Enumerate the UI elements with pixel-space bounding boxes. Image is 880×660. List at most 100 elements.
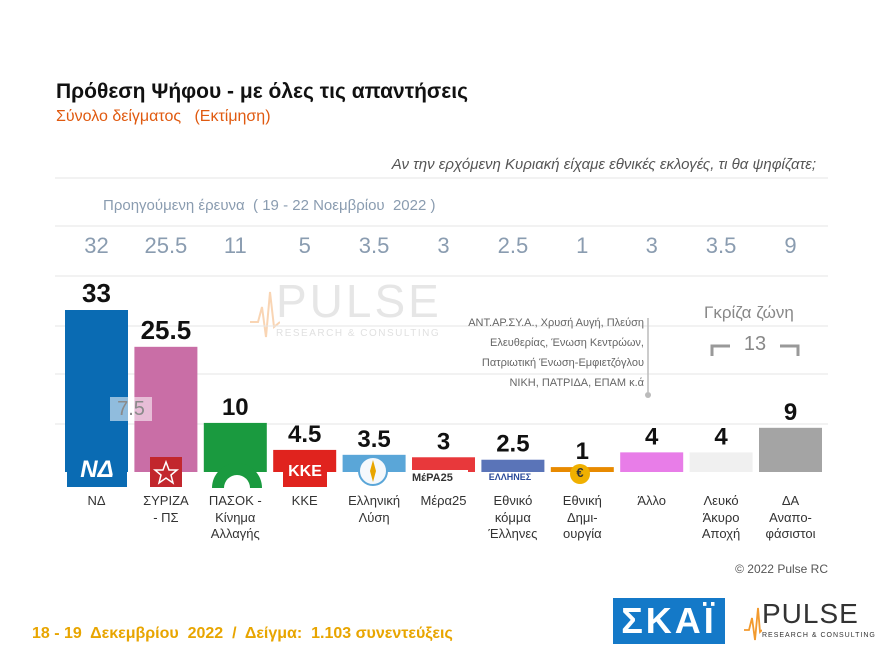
chart-subtitle: Σύνολο δείγματος (Εκτίμηση) bbox=[56, 108, 271, 125]
previous-value: 5 bbox=[298, 233, 311, 258]
copyright: © 2022 Pulse RC bbox=[735, 562, 828, 576]
previous-value: 9 bbox=[784, 233, 797, 258]
category-label-line: ουργία bbox=[562, 526, 602, 541]
ellines-logo-icon: ΕΛΛΗΝΕΣ bbox=[484, 472, 536, 486]
pulse-logo-word: PULSE bbox=[762, 598, 859, 629]
chart-title: Πρόθεση Ψήφου - με όλες τις απαντήσεις bbox=[56, 80, 469, 103]
bar-value-labels: 33 25.5 10 4.5 3.5 3 2.5 1 4 4 9 bbox=[82, 278, 797, 465]
category-label: Εθνικό κόμμα Έλληνες bbox=[477, 493, 549, 543]
kke-logo-icon: ΚΚΕ bbox=[283, 455, 327, 487]
previous-value: 2.5 bbox=[497, 233, 529, 258]
previous-value: 11 bbox=[223, 233, 247, 258]
bar-value-label: 3.5 bbox=[357, 426, 390, 453]
elliniki-lysi-logo-icon bbox=[357, 455, 389, 487]
compass-icon bbox=[358, 456, 388, 486]
mera25-logo-text: ΜέΡΑ25 bbox=[412, 472, 453, 484]
category-label-line: Αλλαγής bbox=[210, 526, 260, 541]
bar-value-label: 25.5 bbox=[141, 315, 192, 345]
category-label-line: Αποχή bbox=[701, 526, 741, 541]
nd-logo-text: ΝΔ bbox=[80, 456, 114, 483]
category-label-line: Μέρα25 bbox=[420, 493, 467, 508]
gray-zone-title: Γκρίζα ζώνη bbox=[704, 303, 794, 322]
euro-icon bbox=[570, 464, 590, 484]
bar-value-label: 1 bbox=[576, 438, 589, 465]
bar-value-label: 10 bbox=[222, 394, 249, 421]
ellines-logo-text: ΕΛΛΗΝΕΣ bbox=[488, 472, 532, 482]
gray-zone-value: 13 bbox=[743, 333, 767, 355]
others-note-line: Πατριωτική Ένωση-Εμφιετζόγλου bbox=[481, 357, 644, 369]
nd-logo-icon: ΝΔ bbox=[67, 453, 127, 487]
bar-value-label: 4.5 bbox=[288, 421, 321, 448]
category-label-line: Εθνικό bbox=[493, 493, 533, 508]
bar-value-label: 33 bbox=[82, 278, 111, 308]
category-label: ΣΥΡΙΖΑ - ΠΣ bbox=[130, 493, 202, 526]
bar bbox=[481, 459, 545, 472]
footer-survey-info: 18 - 19 Δεκεμβρίου 2022 / Δείγμα: 1.103 … bbox=[32, 625, 453, 642]
gap-label: 7.5 bbox=[110, 397, 152, 421]
bar-value-label: 9 bbox=[784, 399, 797, 426]
bar bbox=[412, 457, 475, 472]
category-label: ΔΑ Αναπο-φάσιστοι bbox=[755, 493, 827, 543]
category-label-line: - ΠΣ bbox=[153, 509, 179, 525]
kke-logo-text: ΚΚΕ bbox=[288, 463, 322, 480]
others-note: ΑΝΤ.ΑΡ.ΣΥ.Α., Χρυσή Αυγή, Πλεύση Ελευθερ… bbox=[434, 313, 644, 393]
category-label-line: ΣΥΡΙΖΑ bbox=[143, 493, 189, 508]
category-label: Λευκό Άκυρο Αποχή bbox=[685, 493, 757, 543]
previous-value: 3.5 bbox=[705, 233, 737, 258]
pulse-logo-sub: RESEARCH & CONSULTING bbox=[762, 632, 876, 639]
watermark-word: PULSE bbox=[276, 275, 442, 327]
others-note-line: ΝΙΚΗ, ΠΑΤΡΙΔΑ, ΕΠΑΜ κ.ά bbox=[509, 377, 644, 389]
category-label: ΠΑΣΟΚ - Κίνημα Αλλαγής bbox=[199, 493, 271, 543]
ethniki-dimiourgia-logo-icon: € bbox=[566, 462, 594, 486]
others-note-line: Ελευθερίας, Ένωση Κεντρώων, bbox=[489, 337, 644, 349]
category-label-line: ΔΑ bbox=[781, 493, 800, 508]
previous-value: 1 bbox=[576, 233, 589, 258]
syriza-star-icon bbox=[150, 457, 182, 487]
bars bbox=[65, 310, 822, 472]
survey-question: Αν την ερχόμενη Κυριακή είχαμε εθνικές ε… bbox=[391, 156, 816, 173]
category-label-line: Λύση bbox=[358, 509, 390, 525]
category-label-line: Εθνική bbox=[562, 493, 602, 508]
category-label: Εθνική Δημι-ουργία bbox=[546, 493, 618, 543]
others-connector-dot bbox=[645, 392, 651, 398]
bar bbox=[759, 427, 822, 472]
others-note-line: ΑΝΤ.ΑΡ.ΣΥ.Α., Χρυσή Αυγή, Πλεύση bbox=[468, 317, 644, 329]
star-icon bbox=[152, 459, 180, 485]
category-label-line: Άκυρο bbox=[702, 509, 740, 525]
category-label-line: κόμμα bbox=[494, 509, 531, 525]
category-label-line: Κίνημα bbox=[215, 509, 256, 525]
bar-value-label: 2.5 bbox=[496, 431, 529, 458]
category-label-line: Λευκό bbox=[703, 493, 739, 508]
category-label-line: ΝΔ bbox=[87, 493, 106, 508]
category-label: Ελληνική Λύση bbox=[338, 493, 410, 526]
pulse-logo: PULSE RESEARCH & CONSULTING bbox=[744, 598, 875, 644]
category-label-line: Ελληνική bbox=[348, 493, 401, 508]
previous-value: 3 bbox=[645, 233, 658, 258]
watermark-sub: RESEARCH & CONSULTING bbox=[276, 328, 441, 339]
bar bbox=[65, 310, 128, 472]
pulse-wave-icon bbox=[250, 291, 280, 338]
previous-value: 25.5 bbox=[144, 233, 188, 258]
gray-zone-bracket-right bbox=[780, 344, 800, 356]
category-label-line: ΠΑΣΟΚ - bbox=[208, 493, 262, 508]
category-label-line: ΚΚΕ bbox=[291, 493, 318, 508]
bar-value-label: 4 bbox=[714, 423, 728, 450]
category-label: Άλλο bbox=[616, 493, 688, 510]
category-label: ΚΚΕ bbox=[269, 493, 341, 510]
category-label-line: Αναπο- bbox=[769, 509, 812, 525]
bar-value-label: 4 bbox=[645, 423, 659, 450]
category-label-line: Άλλο bbox=[637, 493, 667, 508]
previous-value: 3 bbox=[437, 233, 450, 258]
category-label: Μέρα25 bbox=[408, 493, 480, 510]
previous-value: 32 bbox=[84, 233, 109, 258]
category-label: ΝΔ bbox=[61, 493, 133, 510]
category-label-line: φάσιστοι bbox=[765, 526, 816, 541]
category-label-line: Δημι- bbox=[566, 509, 598, 525]
bar bbox=[689, 452, 753, 472]
mera25-logo-icon: ΜέΡΑ25 bbox=[412, 470, 468, 488]
category-label-line: Έλληνες bbox=[488, 526, 538, 541]
previous-value: 3.5 bbox=[358, 233, 390, 258]
euro-glyph: € bbox=[576, 465, 584, 480]
bar bbox=[620, 452, 684, 472]
skai-logo: ΣΚΑΪ bbox=[613, 598, 725, 644]
